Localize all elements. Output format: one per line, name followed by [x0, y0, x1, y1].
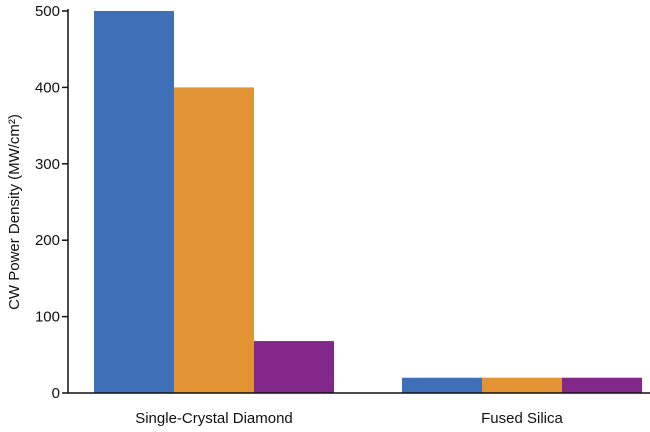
- x-category-label: Single-Crystal Diamond: [135, 410, 293, 427]
- y-axis-ticks: 0 100 200 300 400 500: [35, 3, 68, 402]
- y-tick-label: 200: [35, 232, 60, 249]
- y-tick-label: 0: [52, 385, 60, 402]
- bar-0-series-2: [254, 341, 334, 393]
- y-tick-label: 100: [35, 309, 60, 326]
- bar-0-series-0: [94, 11, 174, 393]
- bar-1-series-1: [482, 377, 562, 393]
- y-tick-label: 400: [35, 79, 60, 96]
- bar-0-series-1: [174, 87, 254, 394]
- bar-1-series-0: [402, 377, 482, 393]
- y-tick-label: 500: [35, 3, 60, 20]
- y-axis-label: CW Power Density (MW/cm²): [6, 114, 23, 310]
- y-tick-label: 300: [35, 156, 60, 173]
- x-category-label: Fused Silica: [481, 410, 563, 427]
- plot-area: [94, 11, 642, 394]
- bar-1-series-2: [562, 377, 642, 393]
- x-axis-labels: Single-Crystal Diamond Fused Silica: [135, 410, 563, 427]
